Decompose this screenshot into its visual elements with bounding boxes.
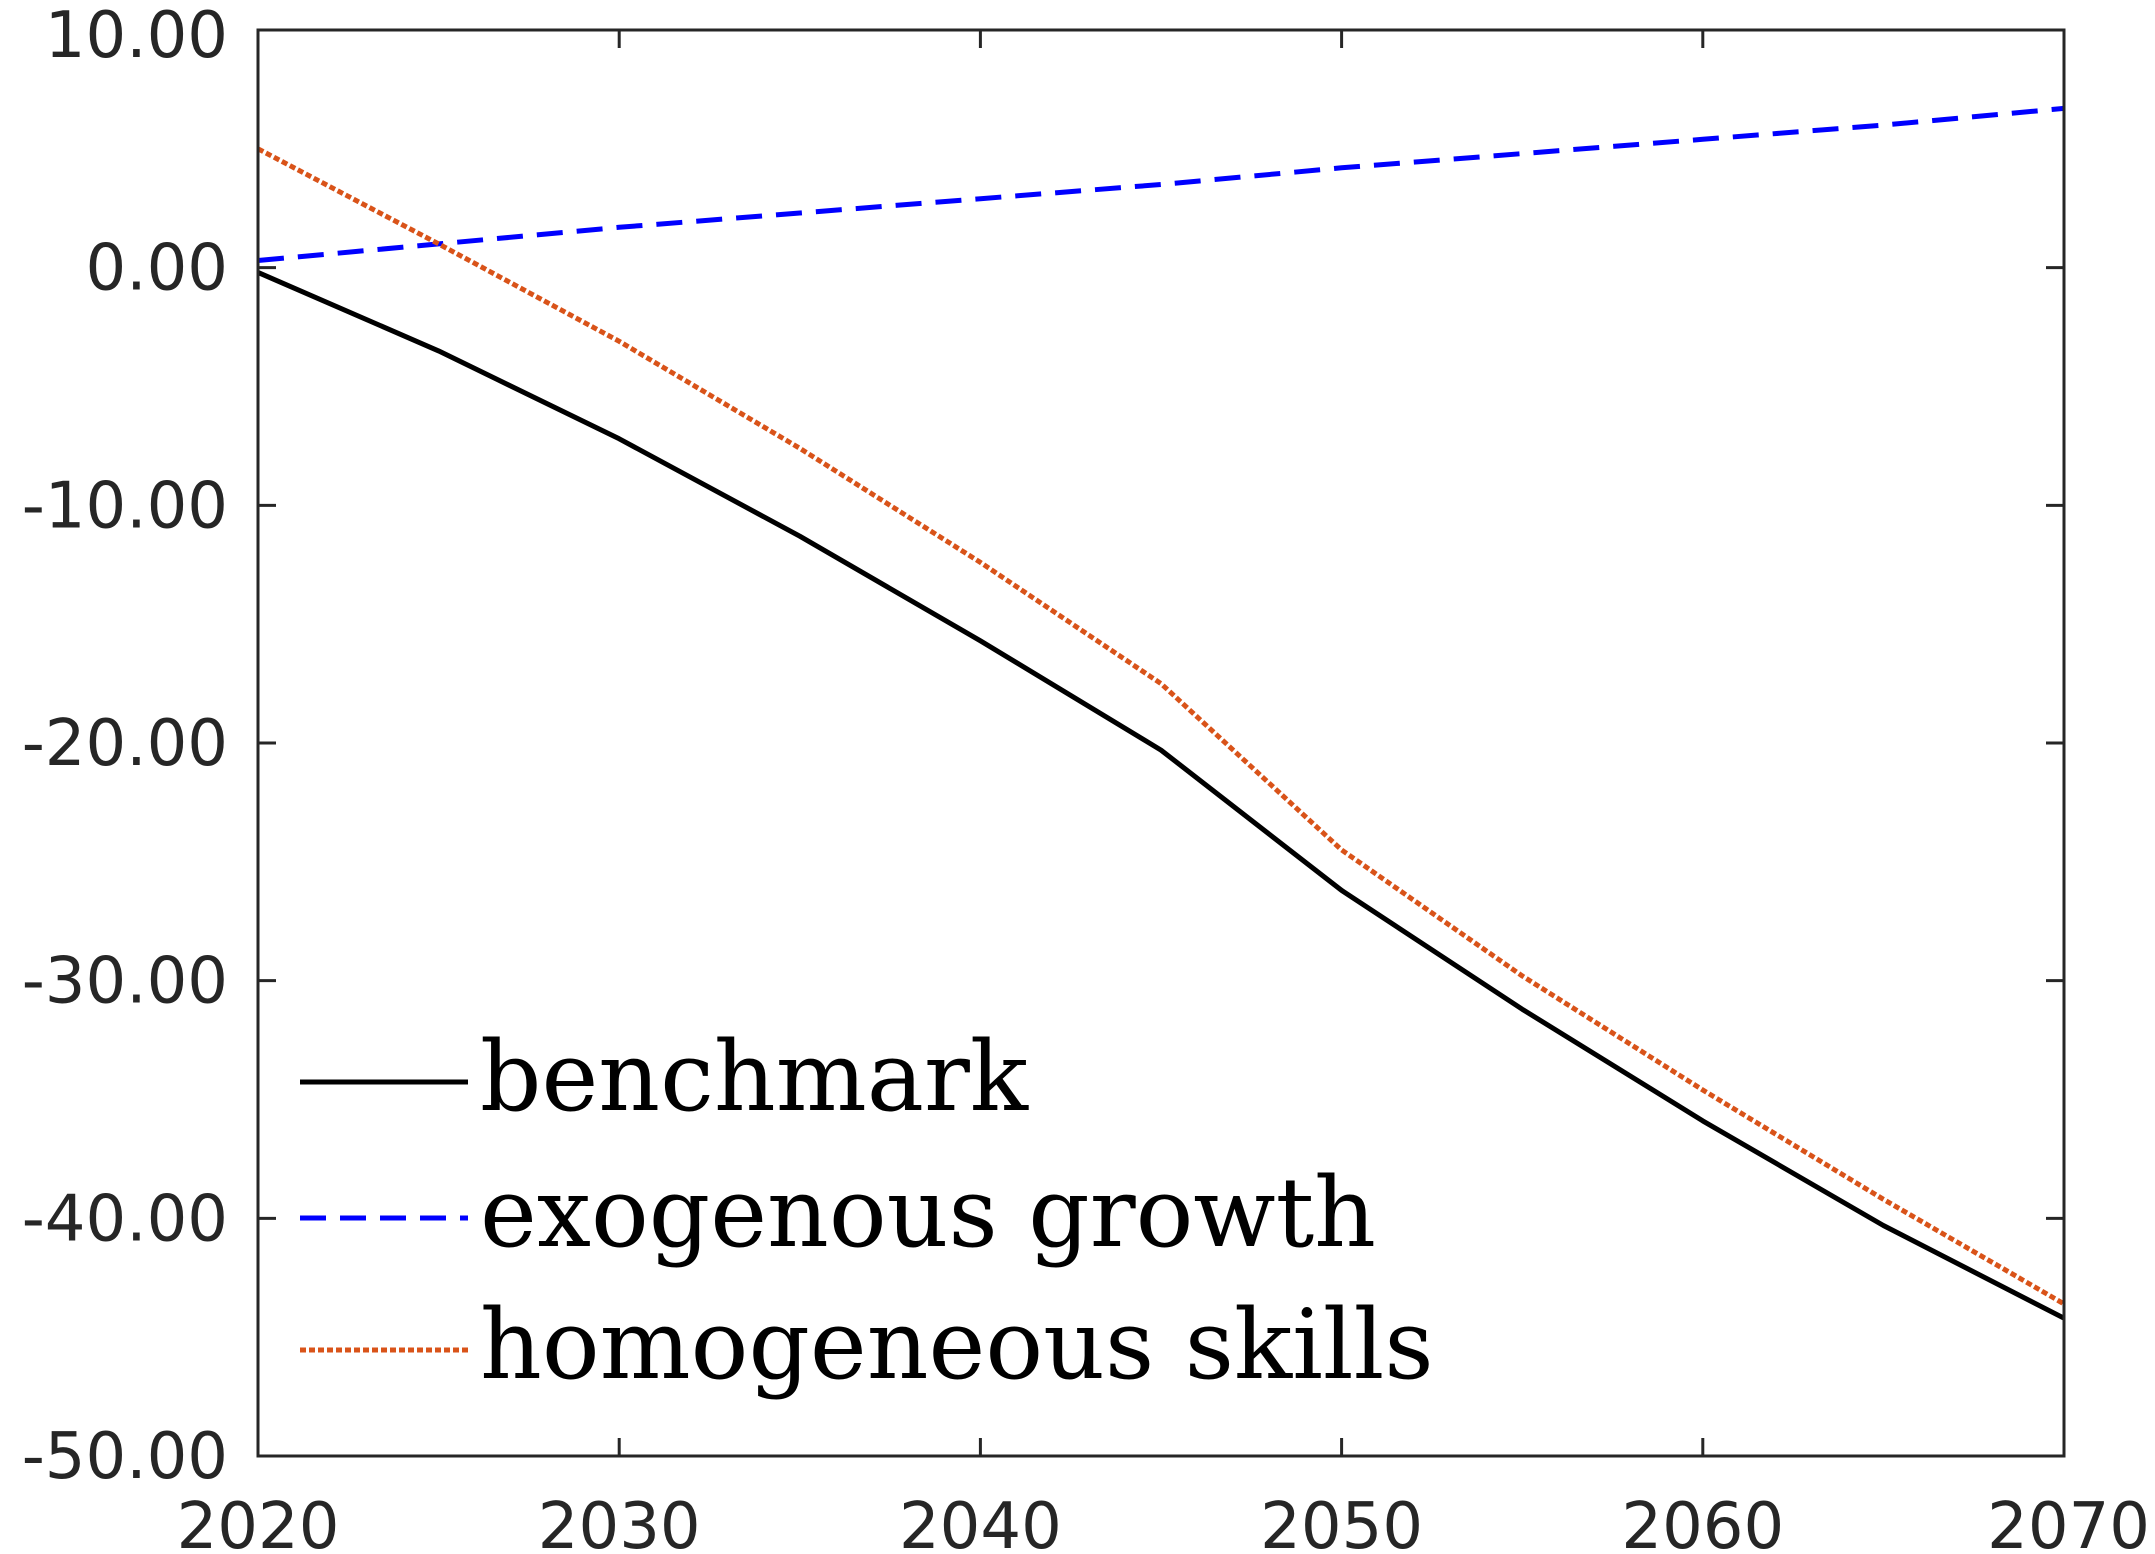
x-tick-label: 2040 xyxy=(899,1490,1062,1554)
legend: benchmark exogenous growth homogeneous ski… xyxy=(300,1021,1434,1401)
legend-label-benchmark: benchmark xyxy=(480,1021,1029,1133)
x-tick-label: 2060 xyxy=(1621,1490,1784,1554)
series-line-homogeneous-skills xyxy=(256,146,2066,1307)
x-tick-label: 2020 xyxy=(177,1490,340,1554)
y-tick-label: -20.00 xyxy=(22,707,228,781)
y-tick-label: -40.00 xyxy=(22,1182,228,1256)
legend-label-exogenous-growth: exogenous growth xyxy=(480,1157,1376,1269)
legend-label-homogeneous-skills: homogeneous skills xyxy=(480,1289,1434,1401)
plot-background xyxy=(258,30,2064,1456)
tick-layer: 2020 2030 2040 2050 2060 2070 10.00 0.00 -10.00 -… xyxy=(22,0,2150,1554)
series-layer xyxy=(256,105,2066,1321)
x-tick-label: 2030 xyxy=(538,1490,701,1554)
y-tick-label: 0.00 xyxy=(86,232,229,306)
series-line-benchmark xyxy=(257,270,2066,1321)
y-tick-label: -30.00 xyxy=(22,945,228,1019)
y-tick-label: 10.00 xyxy=(45,0,228,73)
y-tick-label: -10.00 xyxy=(22,469,228,543)
y-tick-label: -50.00 xyxy=(22,1420,228,1494)
x-tick-label: 2070 xyxy=(1987,1490,2150,1554)
x-tick-label: 2050 xyxy=(1260,1490,1423,1554)
series-line-exogenous-growth xyxy=(257,105,2065,263)
